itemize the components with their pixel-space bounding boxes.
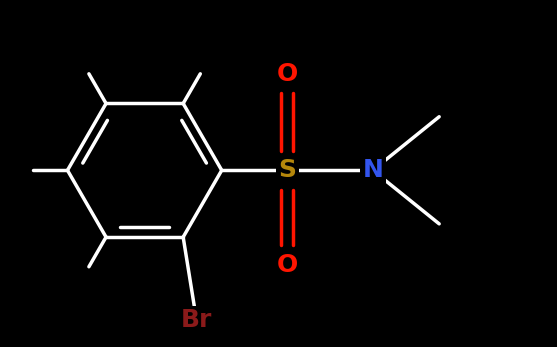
Text: O: O xyxy=(276,62,297,86)
Text: N: N xyxy=(362,158,383,182)
Text: S: S xyxy=(278,158,296,182)
Text: Br: Br xyxy=(181,308,212,332)
Text: O: O xyxy=(276,253,297,277)
